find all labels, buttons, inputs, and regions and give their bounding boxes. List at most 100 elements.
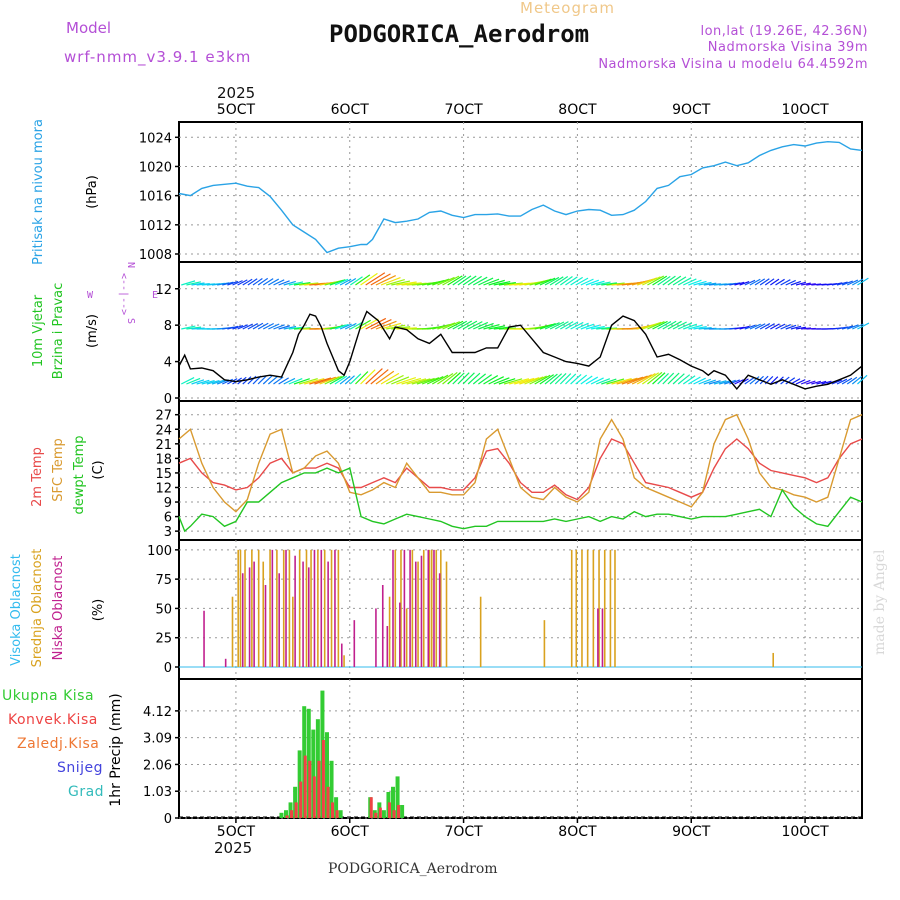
wind-arrow [647,275,665,286]
wind-arrow [636,277,658,286]
wind-arrow [857,322,870,330]
ytick-label-temperature: 3 [164,525,172,540]
wind-arrow [580,323,595,330]
wind-arrow [349,276,363,286]
wind-arrow [257,322,269,330]
wind-arrow [800,379,811,385]
wind-arrow [334,323,349,330]
wind-arrow [344,277,357,286]
precip-legend-item: Grad [68,784,104,800]
wind-arrow [375,320,397,330]
wind-arrow [360,369,376,385]
wind-arrow [278,325,291,330]
xtick-label-top: 5OCT [217,102,256,118]
wind-arrow [401,282,422,286]
compass-east: E [152,290,158,301]
wind-arrow [544,373,558,385]
wind-arrow [467,321,483,330]
wind-arrow [401,377,422,385]
wind-arrow [462,275,477,286]
ytick-label-wind: 12 [155,283,172,298]
wind-arrow [498,378,516,385]
temp-line-2 [178,467,863,533]
wind-arrow [857,374,868,385]
wind-arrow [539,374,555,385]
wind-arrow [780,279,791,286]
wind-arrow [642,276,661,286]
wind-arrow [380,322,402,330]
wind-arrow [580,375,593,385]
wind-arrow [764,278,775,286]
wind-arrow [416,377,435,385]
wind-arrow [749,376,760,385]
precip-bar [290,810,294,818]
wind-arrow [391,376,410,385]
wind-arrow [585,324,600,330]
wind-arrow [186,326,202,330]
wind-arrow [775,323,786,330]
wind-arrow [473,321,489,330]
app-title: Meteogram [520,0,615,17]
wind-side-label-1: 10m Vjetar [31,294,46,367]
wind-speed-line [178,310,863,390]
ytick-label-temperature: 27 [155,409,172,424]
wind-arrow [247,323,258,330]
wind-arrow [672,276,687,286]
wind-arrow [365,368,383,385]
ytick-label-temperature: 15 [155,467,172,482]
ytick-label-clouds: 100 [147,544,172,559]
wind-arrow [739,280,750,286]
precip-bar [326,786,330,818]
model-elevation-label: Nadmorska Visina u modelu 64.4592m [598,57,868,72]
wind-arrow [821,380,832,385]
wind-arrow [595,378,611,385]
compass-south: S [125,318,136,324]
wind-arrow [242,278,253,286]
wind-arrow [314,376,337,385]
wind-arrow [488,376,504,385]
wind-arrow [247,278,258,286]
wind-arrow [447,372,461,385]
ytick-label-clouds: 75 [155,573,172,588]
wind-arrow [298,378,318,385]
wind-arrow [529,375,547,385]
year-label-bottom: 2025 [214,839,253,857]
wind-arrow [596,281,611,286]
wind-arrow [667,372,680,385]
wind-arrow [493,377,510,385]
wind-arrow [299,282,319,286]
wind-arrow [252,322,264,330]
ytick-label-wind: 0 [164,392,172,407]
wind-arrow [601,282,618,286]
wind-arrow [851,375,863,385]
wind-arrow [534,374,551,385]
wind-arrow [570,373,582,385]
xtick-label-top: 10OCT [781,102,829,118]
ytick-label-temperature: 12 [155,481,172,496]
wind-arrow [539,322,556,330]
wind-arrow [554,275,569,286]
wind-arrow [478,322,494,330]
wind-arrow [641,372,660,385]
ytick-label-pressure: 1020 [139,160,172,175]
wind-arrow [242,323,253,330]
wind-arrow [575,277,589,286]
wind-arrow [744,324,756,330]
wind-arrow [744,279,756,286]
precip-bar [311,729,316,818]
ytick-label-precip: 3.09 [143,732,172,747]
wind-arrow [677,322,692,330]
wind-arrow [559,373,572,385]
wind-arrow [795,281,807,286]
wind-arrow [590,280,605,286]
wind-arrow [693,325,707,330]
wind-arrow [467,372,481,385]
wind-arrow [688,376,701,385]
precip-bar [369,797,373,818]
wind-arrow [380,372,400,385]
wind-arrow [355,274,371,286]
compass-north: N [125,262,136,268]
ytick-label-pressure: 1016 [139,190,172,205]
wind-arrow [222,281,234,286]
